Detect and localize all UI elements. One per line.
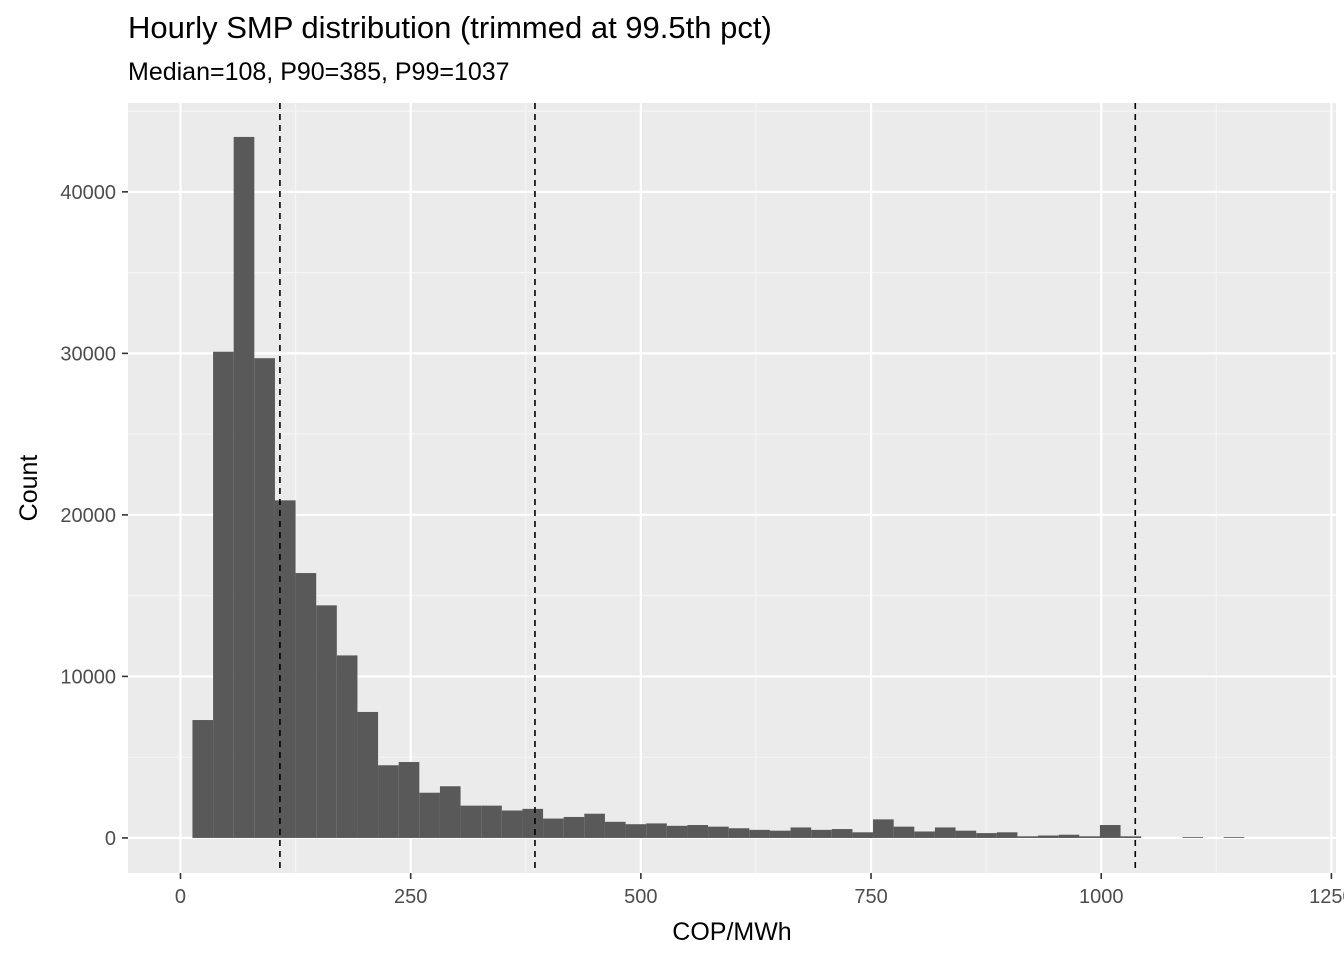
x-tick-label: 500 bbox=[624, 886, 657, 908]
histogram-bar bbox=[563, 816, 585, 838]
histogram-bar bbox=[460, 805, 482, 838]
histogram-bar bbox=[522, 808, 544, 838]
histogram-bar bbox=[357, 711, 379, 838]
histogram-bar bbox=[769, 830, 791, 838]
histogram-bar bbox=[811, 829, 832, 838]
histogram-bar bbox=[1223, 837, 1245, 838]
histogram-bar bbox=[481, 805, 502, 838]
histogram-bar bbox=[1120, 836, 1142, 838]
histogram-bar bbox=[584, 813, 605, 838]
histogram-bar bbox=[1079, 836, 1100, 838]
x-tick-label: 750 bbox=[854, 886, 887, 908]
histogram-bar bbox=[213, 351, 234, 838]
histogram-bar bbox=[955, 830, 977, 838]
histogram-bar bbox=[543, 818, 564, 838]
histogram-bar bbox=[254, 358, 275, 838]
histogram-bar bbox=[687, 825, 709, 838]
chart-subtitle: Median=108, P90=385, P99=1037 bbox=[128, 58, 510, 86]
x-axis-title: COP/MWh bbox=[672, 918, 791, 946]
y-tick-label: 0 bbox=[105, 828, 116, 850]
histogram-bar bbox=[1099, 825, 1121, 838]
histogram-bar bbox=[1058, 834, 1080, 838]
histogram-bar bbox=[646, 823, 667, 838]
histogram-bar bbox=[976, 833, 997, 838]
histogram-bar bbox=[790, 827, 812, 838]
minor-gridlines bbox=[128, 103, 1336, 873]
histogram-bar bbox=[1182, 837, 1204, 838]
x-tick-label: 0 bbox=[175, 886, 186, 908]
histogram-bar bbox=[914, 831, 935, 838]
histogram-bar bbox=[295, 573, 317, 838]
histogram-bar bbox=[728, 828, 750, 838]
histogram-bar bbox=[625, 824, 647, 838]
y-tick-label: 40000 bbox=[60, 182, 116, 204]
histogram-bar bbox=[398, 762, 420, 838]
chart-title: Hourly SMP distribution (trimmed at 99.5… bbox=[128, 10, 772, 45]
y-tick-label: 10000 bbox=[60, 666, 116, 688]
histogram-bar bbox=[1038, 835, 1059, 838]
histogram-bar bbox=[336, 655, 358, 838]
histogram-bar bbox=[233, 136, 255, 838]
x-tick-label: 250 bbox=[394, 886, 427, 908]
histogram-bar bbox=[316, 605, 337, 838]
histogram-bar bbox=[996, 832, 1018, 838]
histogram-bar bbox=[749, 829, 770, 838]
y-tick-label: 30000 bbox=[60, 343, 116, 365]
histogram-bar bbox=[852, 832, 874, 838]
histogram-bar bbox=[192, 720, 214, 838]
histogram-bar bbox=[378, 765, 399, 838]
histogram-bar bbox=[604, 821, 626, 838]
histogram-bar bbox=[439, 786, 461, 838]
histogram-bar bbox=[831, 829, 853, 838]
histogram-bar bbox=[666, 825, 688, 838]
histogram-bar bbox=[419, 792, 440, 838]
histogram-bar bbox=[274, 500, 296, 838]
reference-lines bbox=[279, 103, 1137, 873]
histogram-bar bbox=[873, 819, 894, 838]
histogram-bar bbox=[708, 826, 729, 838]
histogram-bar bbox=[893, 826, 915, 838]
y-tick-label: 20000 bbox=[60, 505, 116, 527]
histogram-bar bbox=[934, 827, 956, 838]
x-tick-label: 1000 bbox=[1079, 886, 1124, 908]
histogram-bar bbox=[1017, 836, 1039, 838]
histogram-bar bbox=[501, 810, 523, 838]
y-axis-title: Count bbox=[15, 455, 43, 522]
y-axis-ticks: 0 10000 20000 30000 40000 bbox=[60, 182, 128, 850]
